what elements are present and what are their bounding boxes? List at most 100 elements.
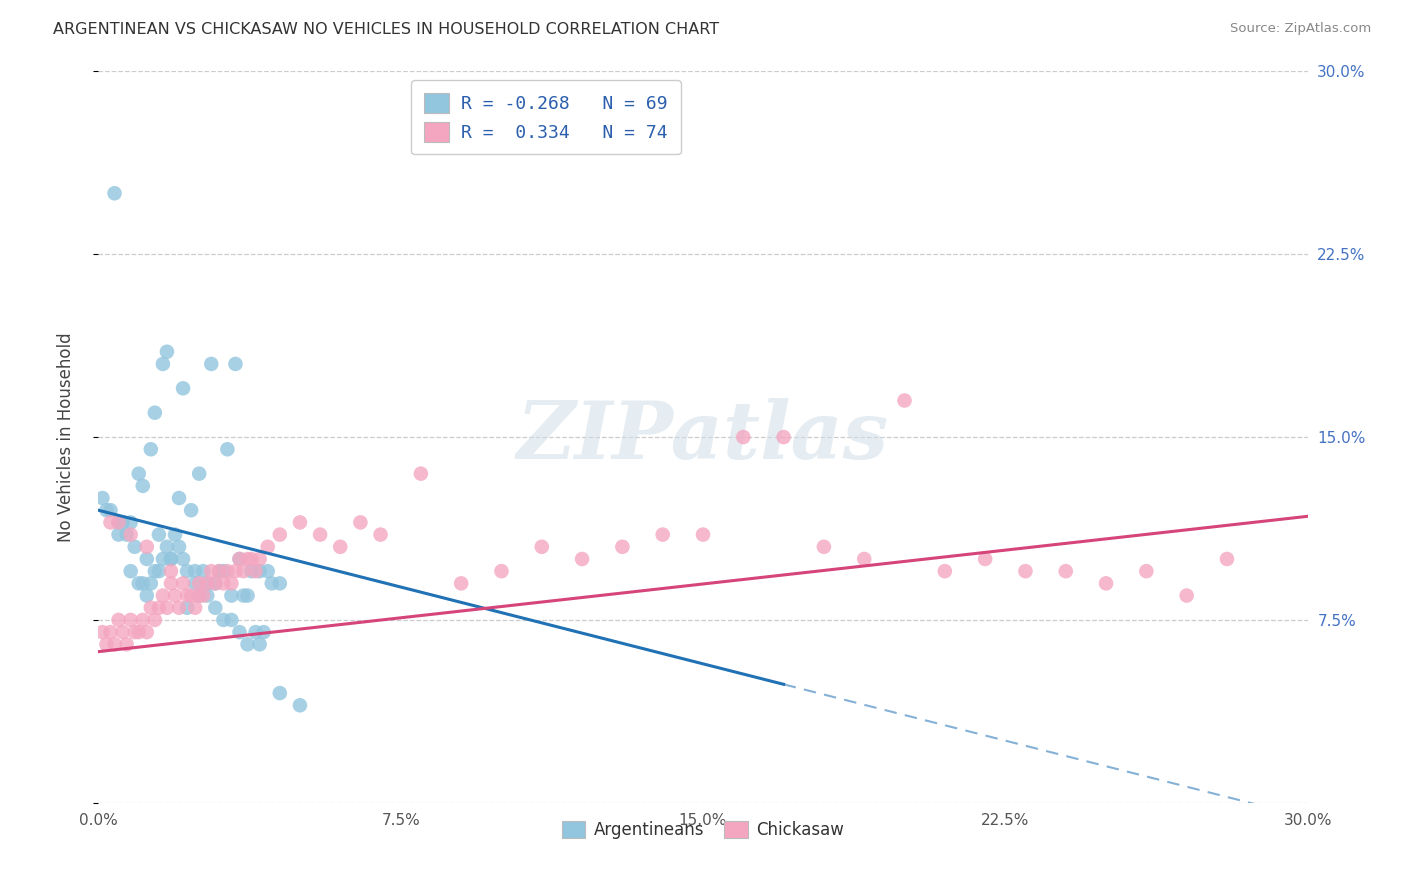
Point (208, 564, 231, 578)
Point (204, 576, 226, 591)
Point (195, 576, 218, 591)
Point (232, 589, 254, 603)
Point (167, 540, 190, 554)
Point (329, 540, 352, 554)
Point (269, 576, 291, 591)
Point (160, 564, 183, 578)
Point (195, 589, 218, 603)
Point (288, 516, 311, 530)
Point (120, 613, 142, 627)
Point (107, 613, 129, 627)
Point (128, 625, 150, 640)
Point (200, 357, 222, 371)
Point (249, 637, 271, 651)
Point (176, 589, 198, 603)
Text: ZIPatlas: ZIPatlas (517, 399, 889, 475)
Point (132, 613, 155, 627)
Point (249, 552, 271, 566)
Text: ARGENTINEAN VS CHICKASAW NO VEHICLES IN HOUSEHOLD CORRELATION CHART: ARGENTINEAN VS CHICKASAW NO VEHICLES IN … (53, 22, 720, 37)
Point (120, 564, 142, 578)
Point (184, 564, 207, 578)
Point (111, 625, 134, 640)
Point (139, 442, 162, 457)
Point (571, 552, 593, 566)
Point (107, 516, 129, 530)
Point (260, 576, 283, 591)
Point (96, 637, 118, 651)
Point (156, 600, 179, 615)
Point (934, 564, 956, 578)
Point (288, 698, 311, 713)
Point (163, 589, 186, 603)
Point (208, 564, 231, 578)
Point (100, 625, 122, 640)
Point (309, 527, 332, 541)
Point (204, 600, 226, 615)
Point (100, 516, 122, 530)
Point (733, 430, 755, 444)
Point (107, 516, 129, 530)
Point (120, 527, 142, 541)
Point (224, 357, 246, 371)
Point (115, 527, 138, 541)
Point (245, 625, 267, 640)
Point (1216, 552, 1239, 566)
Point (228, 552, 250, 566)
Point (135, 540, 157, 554)
Point (491, 564, 513, 578)
Point (772, 430, 794, 444)
Point (349, 516, 371, 530)
Point (409, 467, 432, 481)
Point (96, 503, 118, 517)
Point (172, 576, 194, 591)
Point (172, 552, 194, 566)
Point (253, 625, 276, 640)
Point (176, 564, 198, 578)
Point (115, 637, 138, 651)
Point (195, 576, 218, 591)
Point (184, 576, 207, 591)
Point (974, 552, 997, 566)
Point (240, 552, 263, 566)
Text: Source: ZipAtlas.com: Source: ZipAtlas.com (1230, 22, 1371, 36)
Point (1054, 564, 1077, 578)
Point (128, 576, 150, 591)
Point (232, 564, 254, 578)
Point (188, 589, 211, 603)
Point (152, 357, 174, 371)
Point (180, 589, 202, 603)
Point (120, 516, 142, 530)
Point (135, 589, 157, 603)
Point (813, 540, 835, 554)
Point (139, 576, 162, 591)
Point (132, 479, 155, 493)
Point (176, 600, 198, 615)
Point (148, 527, 170, 541)
Point (217, 564, 239, 578)
Point (91, 625, 114, 640)
Point (1175, 589, 1198, 603)
Point (200, 564, 222, 578)
Point (228, 625, 250, 640)
Point (1014, 564, 1036, 578)
Point (853, 552, 876, 566)
Point (135, 552, 157, 566)
Point (180, 503, 202, 517)
Point (221, 589, 243, 603)
Point (160, 576, 183, 591)
Point (212, 576, 235, 591)
Point (128, 467, 150, 481)
Point (111, 516, 134, 530)
Point (651, 527, 673, 541)
Point (167, 491, 190, 505)
Point (1135, 564, 1157, 578)
Point (249, 564, 271, 578)
Point (172, 381, 194, 395)
Point (193, 589, 215, 603)
Point (188, 576, 211, 591)
Point (156, 540, 179, 554)
Point (893, 393, 915, 408)
Point (148, 600, 170, 615)
Point (188, 589, 211, 603)
Point (124, 540, 146, 554)
